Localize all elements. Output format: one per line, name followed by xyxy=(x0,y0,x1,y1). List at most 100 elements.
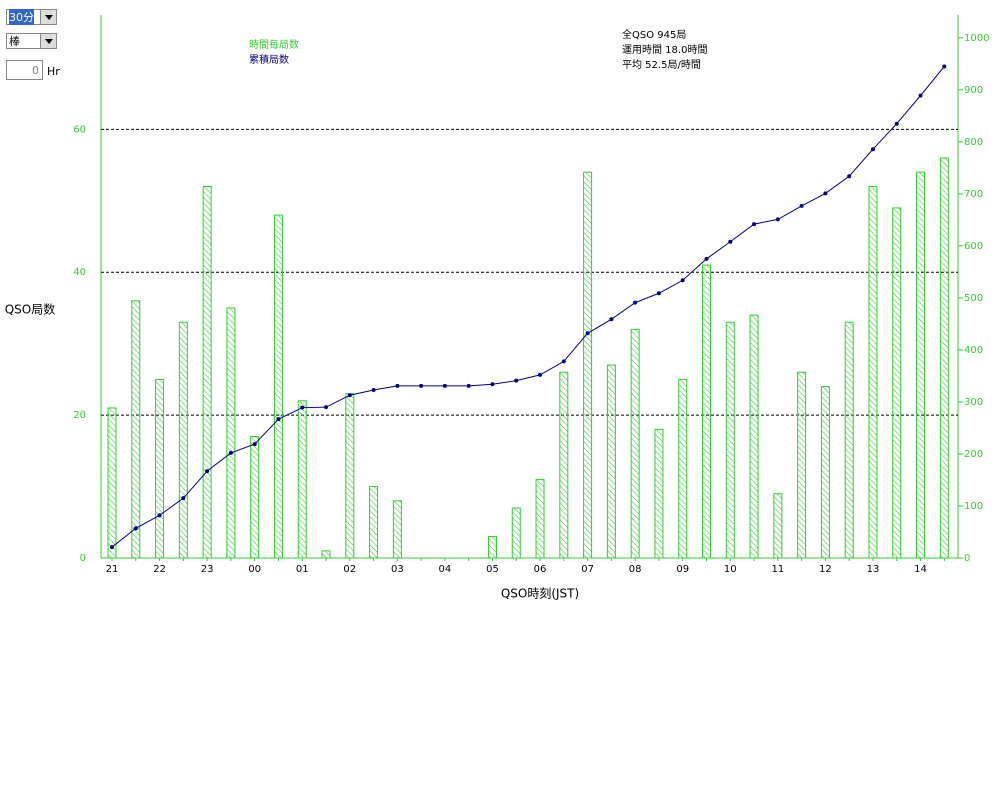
x-axis-title: QSO時刻(JST) xyxy=(501,587,579,601)
point xyxy=(847,174,852,179)
point xyxy=(205,469,210,474)
point xyxy=(680,278,685,283)
bar xyxy=(773,493,783,559)
x-tick-label: 23 xyxy=(201,564,214,575)
bar xyxy=(107,407,117,559)
point xyxy=(228,450,233,455)
x-tick-label: 07 xyxy=(581,564,594,575)
point xyxy=(371,388,376,393)
point xyxy=(442,383,447,388)
x-tick-label: 22 xyxy=(153,564,166,575)
dropdown-arrow[interactable] xyxy=(40,10,56,24)
bar xyxy=(369,486,379,559)
bar xyxy=(892,207,902,559)
bar xyxy=(702,264,711,559)
spin-box[interactable]: 0 xyxy=(6,60,43,80)
stat-text: 平均 52.5局/時間 xyxy=(622,59,701,71)
spin-unit: Hr xyxy=(47,65,60,78)
point xyxy=(728,239,733,244)
x-tick-label: 14 xyxy=(914,564,927,575)
bar xyxy=(511,507,521,559)
bar xyxy=(131,300,141,559)
point xyxy=(252,442,257,447)
x-tick-label: 04 xyxy=(439,564,452,575)
bar xyxy=(155,378,165,559)
point xyxy=(395,383,400,388)
point xyxy=(181,496,186,501)
stat-text: 全QSO 945局 xyxy=(622,28,686,41)
point xyxy=(466,383,471,388)
bar xyxy=(226,307,236,559)
bar xyxy=(178,321,188,559)
point xyxy=(799,203,804,208)
point xyxy=(490,382,495,387)
stat-text: 運用時間 18.0時間 xyxy=(622,44,707,56)
style-select[interactable]: 棒 xyxy=(6,33,57,49)
bar xyxy=(202,185,212,559)
cumulative-line xyxy=(111,66,945,548)
bar xyxy=(535,478,545,559)
x-tick-label: 12 xyxy=(819,564,832,575)
point xyxy=(633,300,638,305)
point xyxy=(157,513,162,518)
bar xyxy=(916,171,926,559)
interval-select[interactable]: 30分 xyxy=(6,9,57,25)
point xyxy=(276,417,281,422)
x-tick-label: 05 xyxy=(486,564,499,575)
y-tick-label: 20 xyxy=(73,410,86,421)
point xyxy=(823,191,828,196)
y2-tick-label: 700 xyxy=(964,189,983,200)
spin-value: 0 xyxy=(32,63,39,77)
y-tick-label: 40 xyxy=(73,267,86,278)
x-tick-label: 11 xyxy=(771,564,784,575)
y2-tick-label: 600 xyxy=(964,241,983,252)
dropdown-arrow[interactable] xyxy=(40,34,56,48)
bar xyxy=(678,378,688,559)
x-tick-label: 06 xyxy=(534,564,547,575)
bar xyxy=(559,371,569,559)
point xyxy=(419,383,424,388)
bar xyxy=(250,436,260,559)
y2-tick-label: 300 xyxy=(964,397,983,408)
x-tick-label: 02 xyxy=(343,564,356,575)
bar xyxy=(487,536,497,559)
point xyxy=(894,121,899,126)
bar xyxy=(797,371,807,559)
style-value: 棒 xyxy=(9,35,20,48)
legend-label: 時間毎局数 xyxy=(249,38,299,51)
point xyxy=(918,93,923,98)
point xyxy=(538,372,543,377)
point xyxy=(347,393,352,398)
y2-tick-label: 200 xyxy=(964,449,983,460)
point xyxy=(870,147,875,152)
point xyxy=(775,217,780,222)
y2-tick-label: 900 xyxy=(964,85,983,96)
x-tick-label: 00 xyxy=(248,564,261,575)
point xyxy=(752,222,757,227)
point xyxy=(585,331,590,336)
y2-tick-label: 1000 xyxy=(964,33,989,44)
y2-tick-label: 100 xyxy=(964,501,983,512)
point xyxy=(942,64,947,69)
y-tick-label: 60 xyxy=(73,124,86,135)
point xyxy=(110,545,114,550)
bar xyxy=(583,171,593,559)
y2-tick-label: 0 xyxy=(964,553,970,564)
bar xyxy=(654,428,664,559)
x-tick-label: 21 xyxy=(106,564,119,575)
y2-tick-label: 400 xyxy=(964,345,983,356)
bar xyxy=(749,314,759,559)
x-tick-label: 03 xyxy=(391,564,404,575)
interval-value: 30分 xyxy=(9,9,34,25)
bar xyxy=(725,321,735,559)
point xyxy=(133,526,138,531)
point xyxy=(561,359,566,364)
point xyxy=(609,317,614,322)
point xyxy=(514,378,519,383)
y-axis-title: QSO局数 xyxy=(5,302,56,317)
point xyxy=(324,405,329,410)
y-tick-label: 0 xyxy=(80,553,86,564)
x-tick-label: 10 xyxy=(724,564,737,575)
